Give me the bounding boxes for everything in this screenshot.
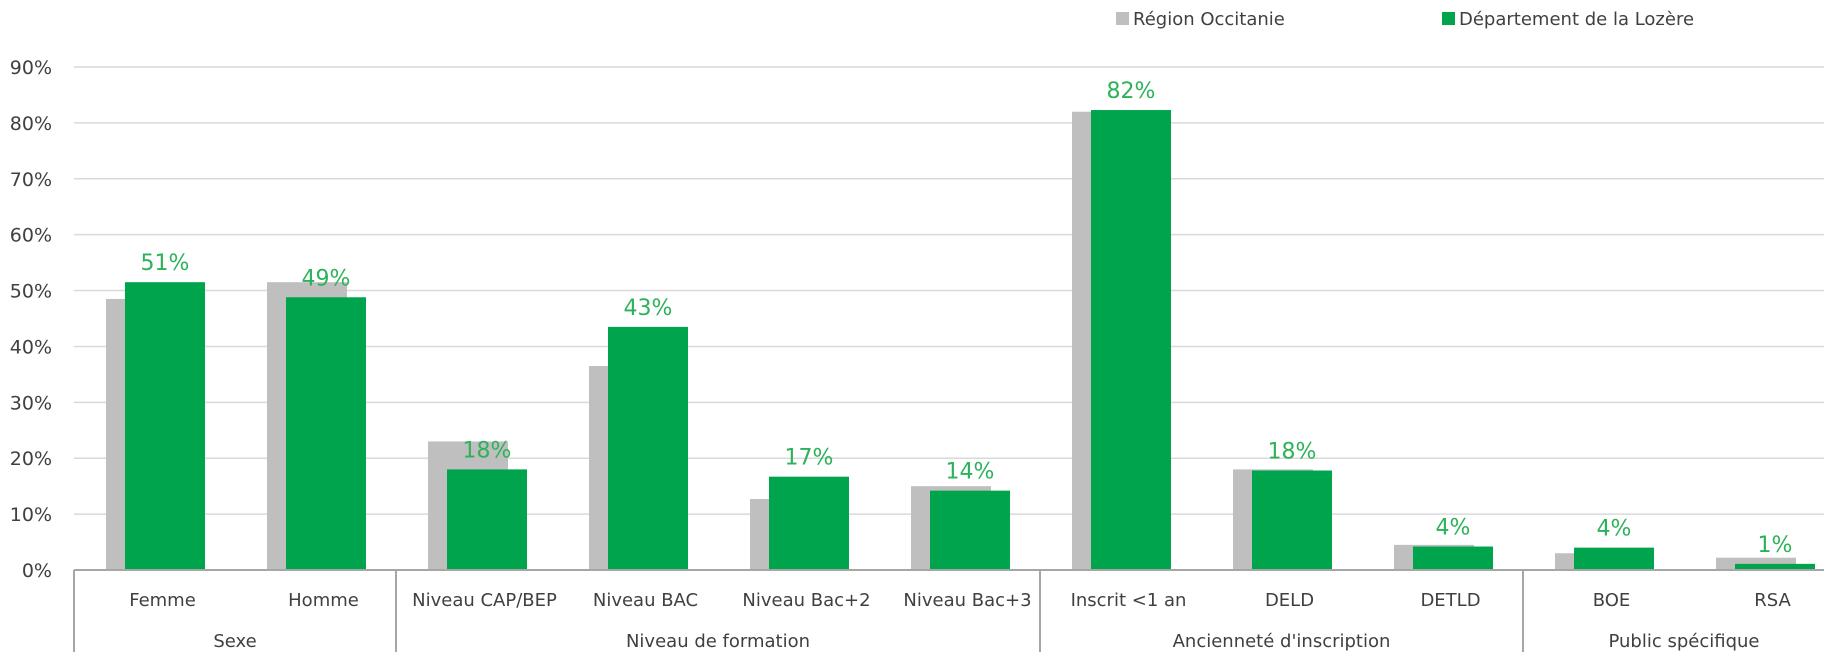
data-labels: 51% 49% 18% 43% 17% 14% 82% 18% 4% 4% 1% [141,79,1793,558]
data-label: 4% [1436,516,1471,541]
legend: Région Occitanie Département de la Lozère [1116,9,1694,30]
x-tick-label: Femme [129,590,196,611]
y-tick-label: 10% [10,504,52,526]
data-label: 18% [463,438,512,463]
x-tick-label: Niveau Bac+3 [903,590,1031,611]
y-tick-label: 30% [10,392,52,414]
y-tick-label: 40% [10,336,52,358]
bar-departement-lozere [1735,563,1815,570]
bar-departement-lozere [1574,547,1654,570]
bars [106,110,1815,570]
y-axis-ticks: 0% 10% 20% 30% 40% 50% 60% 70% 80% 90% [10,57,52,582]
x-tick-label: Niveau CAP/BEP [412,590,557,611]
x-tick-label: Homme [288,590,359,611]
x-tick-label: Inscrit <1 an [1071,590,1187,611]
data-label: 49% [302,266,351,291]
x-tick-label: BOE [1593,590,1631,611]
data-label: 43% [624,296,673,321]
x-tick-label: DETLD [1420,590,1480,611]
data-label: 14% [946,460,995,485]
x-tick-label: RSA [1754,590,1791,611]
data-label: 1% [1758,533,1793,558]
legend-label: Département de la Lozère [1459,9,1694,30]
bar-departement-lozere [1091,110,1171,570]
legend-label: Région Occitanie [1133,9,1285,30]
y-tick-label: 70% [10,169,52,191]
group-label: Sexe [213,631,256,652]
group-label: Ancienneté d'inscription [1173,631,1391,652]
y-tick-label: 20% [10,448,52,470]
x-tick-label: DELD [1265,590,1314,611]
y-tick-label: 60% [10,225,52,247]
y-tick-label: 0% [22,560,52,582]
data-label: 17% [785,446,834,471]
x-axis: Femme Homme Niveau CAP/BEP Niveau BAC Niveau… [73,569,1824,652]
group-label: Public spécifique [1608,631,1759,652]
group-label: Niveau de formation [626,631,810,652]
bar-departement-lozere [125,282,205,570]
data-label: 4% [1597,517,1632,542]
bar-departement-lozere [608,326,688,570]
data-label: 51% [141,251,190,276]
bar-departement-lozere [447,469,527,570]
bar-departement-lozere [769,476,849,570]
legend-swatch [1442,12,1455,25]
y-tick-label: 80% [10,113,52,135]
y-tick-label: 50% [10,281,52,303]
x-tick-label: Niveau BAC [593,590,698,611]
bar-departement-lozere [930,490,1010,570]
y-tick-label: 90% [10,57,52,79]
x-tick-label: Niveau Bac+2 [742,590,870,611]
data-label: 82% [1107,79,1156,104]
legend-swatch [1116,12,1129,25]
data-label: 18% [1268,440,1317,465]
bar-departement-lozere [286,297,366,570]
bar-departement-lozere [1252,470,1332,570]
bar-departement-lozere [1413,546,1493,570]
